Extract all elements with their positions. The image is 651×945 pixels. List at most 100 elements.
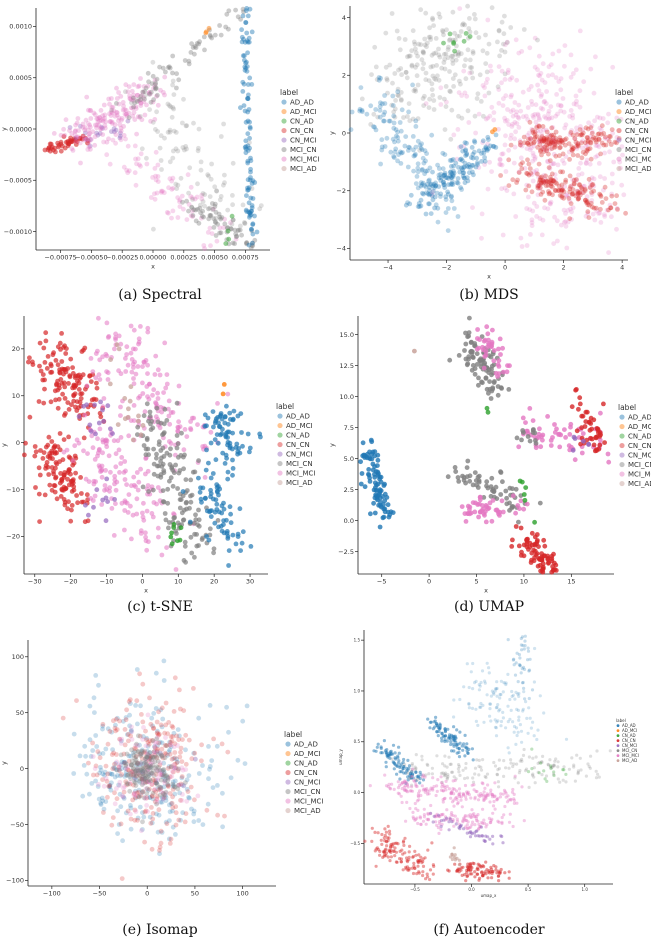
data-point-mci-ad xyxy=(128,384,134,390)
data-point-mci-mci xyxy=(214,238,220,244)
data-point-ad-ad xyxy=(137,779,143,785)
data-point-mci-mci xyxy=(143,534,149,540)
data-point-cn-cn xyxy=(114,727,120,732)
data-point-ad-ad xyxy=(248,195,254,201)
data-point-mci-cn xyxy=(443,51,449,57)
data-point-ad-ad xyxy=(118,804,124,810)
chart-isomap: −100−50050100−100−50050100xylabelAD_ADAD… xyxy=(0,640,323,901)
data-point-ad-ad xyxy=(523,634,527,638)
data-point-cn-cn xyxy=(585,200,590,206)
data-point-mci-mci xyxy=(132,170,138,176)
data-point-mci-mci xyxy=(442,789,446,793)
data-point-mci-mci xyxy=(512,120,518,125)
data-point-mci-mci xyxy=(94,122,100,128)
data-point-ad-ad xyxy=(498,696,502,700)
data-point-ad-ad xyxy=(404,771,408,775)
data-point-mci-cn xyxy=(437,95,443,100)
legend-marker xyxy=(619,433,625,439)
data-point-ad-ad xyxy=(419,773,423,777)
data-point-mci-mci xyxy=(147,90,152,95)
data-point-mci-mci xyxy=(412,778,416,782)
legend-entry: MCI_CN xyxy=(294,788,321,796)
x-tick-label: 0 xyxy=(503,264,507,272)
data-point-mci-mci xyxy=(162,74,168,80)
data-point-mci-mci xyxy=(581,79,587,85)
data-point-mci-mci xyxy=(532,156,538,162)
data-point-mci-cn xyxy=(507,500,512,506)
data-point-mci-mci xyxy=(73,139,79,145)
data-point-cn-ad xyxy=(178,525,184,531)
data-point-ad-ad xyxy=(238,105,243,111)
data-point-mci-cn xyxy=(140,484,146,490)
data-point-mci-mci xyxy=(565,219,571,225)
data-point-mci-cn xyxy=(206,173,212,179)
data-point-mci-mci xyxy=(175,743,180,748)
data-point-mci-mci xyxy=(114,112,120,118)
data-point-mci-mci xyxy=(150,99,156,105)
data-point-cn-cn xyxy=(598,194,604,199)
data-point-mci-mci xyxy=(113,132,119,138)
data-point-mci-mci xyxy=(112,122,118,127)
data-point-ad-ad xyxy=(220,450,226,456)
data-point-mci-mci xyxy=(441,800,445,804)
data-point-ad-ad xyxy=(141,761,147,766)
data-point-mci-cn xyxy=(414,73,420,79)
data-point-mci-mci xyxy=(124,344,130,350)
data-point-cn-mci xyxy=(103,518,109,524)
data-point-ad-ad xyxy=(373,107,379,112)
data-point-mci-mci xyxy=(85,451,90,456)
data-point-ad-ad xyxy=(485,134,491,140)
data-point-cn-cn xyxy=(584,148,590,154)
data-point-mci-cn xyxy=(143,770,149,775)
data-point-mci-mci xyxy=(96,123,102,128)
data-point-mci-mci xyxy=(95,116,101,121)
data-point-ad-ad xyxy=(197,489,203,495)
data-point-ad-ad xyxy=(452,725,456,729)
data-point-mci-mci xyxy=(555,162,561,168)
data-point-ad-ad xyxy=(481,150,487,156)
data-point-ad-ad xyxy=(243,138,249,144)
data-point-mci-cn xyxy=(445,47,451,52)
data-point-mci-mci xyxy=(543,115,549,121)
x-tick-label: 2 xyxy=(562,264,566,272)
data-point-cn-cn xyxy=(526,547,531,552)
data-point-mci-cn xyxy=(517,771,521,775)
data-point-mci-cn xyxy=(436,11,442,17)
data-point-mci-cn xyxy=(442,127,448,132)
data-point-cn-cn xyxy=(516,170,522,176)
data-point-mci-mci xyxy=(539,232,545,238)
data-point-cn-cn xyxy=(172,675,178,681)
data-point-mci-cn xyxy=(129,762,135,768)
data-point-mci-cn xyxy=(140,773,146,779)
data-point-cn-cn xyxy=(54,381,59,387)
data-point-mci-cn xyxy=(412,41,418,47)
data-point-mci-mci xyxy=(538,70,544,76)
data-point-mci-cn xyxy=(466,330,472,335)
data-point-cn-cn xyxy=(37,340,43,346)
data-point-cn-cn xyxy=(588,125,594,130)
data-point-cn-cn xyxy=(85,518,91,524)
data-point-cn-cn xyxy=(88,379,94,384)
data-point-mci-cn xyxy=(238,223,243,229)
data-point-cn-cn xyxy=(61,134,67,139)
data-point-ad-ad xyxy=(517,691,521,696)
data-point-mci-mci xyxy=(574,98,579,104)
data-point-mci-cn xyxy=(392,106,398,112)
data-point-cn-cn xyxy=(542,197,548,203)
data-point-mci-mci xyxy=(506,147,512,153)
data-point-cn-cn xyxy=(149,753,154,759)
x-tick-label: 30 xyxy=(246,578,254,586)
data-point-cn-cn xyxy=(42,386,47,392)
data-point-ad-ad xyxy=(243,207,249,213)
data-point-mci-mci xyxy=(597,437,603,443)
data-point-ad-ad xyxy=(147,757,153,762)
data-point-mci-mci xyxy=(122,477,128,482)
data-point-mci-cn xyxy=(532,775,536,779)
data-point-ad-ad xyxy=(160,796,166,802)
data-point-mci-mci xyxy=(545,206,551,212)
data-point-ad-ad xyxy=(522,647,526,651)
data-point-mci-cn xyxy=(144,401,150,407)
data-point-cn-cn xyxy=(170,805,176,810)
data-point-cn-cn xyxy=(541,137,547,143)
data-point-mci-mci xyxy=(485,17,491,23)
